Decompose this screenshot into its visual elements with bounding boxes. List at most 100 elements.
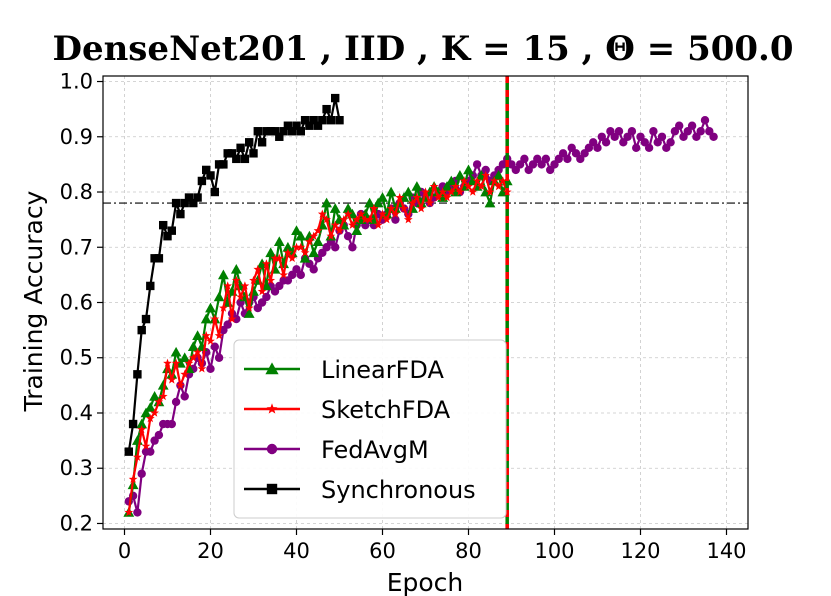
data-point xyxy=(300,115,310,125)
data-point xyxy=(687,121,697,130)
data-point xyxy=(342,203,354,213)
y-tick-label: 0.7 xyxy=(60,235,93,259)
data-point xyxy=(266,275,276,285)
data-point xyxy=(318,115,327,125)
data-point xyxy=(279,127,288,136)
data-point xyxy=(170,346,182,357)
data-point xyxy=(296,270,305,280)
chart-title: DenseNet201 , IID , K = 15 , Θ = 500.0 xyxy=(52,29,793,69)
data-point xyxy=(614,127,624,136)
y-tick-label: 0.4 xyxy=(60,401,93,425)
data-point xyxy=(218,269,229,280)
data-point xyxy=(141,441,151,450)
data-point xyxy=(214,331,224,340)
data-point xyxy=(348,243,357,252)
data-point xyxy=(163,358,172,368)
data-point xyxy=(296,127,305,136)
data-point xyxy=(675,121,684,130)
data-point xyxy=(493,170,504,180)
data-point xyxy=(128,419,138,429)
data-point xyxy=(210,187,219,197)
legend-box xyxy=(233,339,507,519)
data-point xyxy=(166,368,178,379)
x-tick-label: 0 xyxy=(118,539,131,563)
data-point xyxy=(356,209,366,218)
data-point xyxy=(666,138,675,147)
y-tick-label: 0.9 xyxy=(60,125,93,149)
data-point xyxy=(454,170,466,180)
data-point xyxy=(145,413,155,423)
data-point xyxy=(455,187,465,196)
data-point xyxy=(382,215,392,224)
data-point xyxy=(494,181,503,191)
data-point xyxy=(296,242,306,251)
data-point xyxy=(317,209,327,218)
data-point xyxy=(360,215,370,224)
x-tick-label: 80 xyxy=(455,539,482,563)
data-point xyxy=(412,192,422,202)
data-point xyxy=(159,220,168,230)
data-point xyxy=(291,225,302,236)
data-point xyxy=(498,176,508,185)
data-point xyxy=(322,104,331,114)
data-point xyxy=(520,154,529,164)
data-point xyxy=(343,232,353,241)
legend-entry-synchronous: Synchronous xyxy=(244,476,476,504)
legend-entry-fedavgm: FedAvgM xyxy=(244,436,429,464)
x-axis-label: Epoch xyxy=(387,568,464,596)
data-point xyxy=(464,181,473,191)
data-point xyxy=(468,187,478,196)
data-point xyxy=(200,313,212,324)
data-point xyxy=(300,248,310,257)
data-point xyxy=(184,193,194,202)
data-point xyxy=(249,149,258,158)
data-point xyxy=(223,281,233,290)
data-point xyxy=(146,281,155,291)
data-point xyxy=(331,93,340,103)
data-point xyxy=(309,231,319,240)
data-point xyxy=(136,418,148,429)
data-point xyxy=(154,254,164,263)
data-point xyxy=(257,138,267,147)
data-point xyxy=(227,149,237,158)
series-layer xyxy=(123,76,718,529)
data-point xyxy=(176,209,185,219)
data-point xyxy=(463,164,474,175)
data-point xyxy=(330,220,340,229)
data-point xyxy=(282,241,294,252)
data-point xyxy=(593,143,602,153)
data-point xyxy=(206,171,215,180)
data-point xyxy=(416,203,426,213)
data-point xyxy=(601,138,611,147)
data-point xyxy=(149,391,160,401)
data-point xyxy=(188,353,198,362)
data-point xyxy=(696,127,705,136)
data-point xyxy=(326,115,336,125)
data-point xyxy=(184,358,194,368)
data-point xyxy=(154,430,164,440)
data-point xyxy=(180,392,189,401)
data-point xyxy=(378,209,387,218)
data-point xyxy=(451,181,460,191)
data-point xyxy=(649,127,658,136)
data-point xyxy=(352,215,362,224)
tick-layer: 0 20 40 60 80 100 120 140 0.2 0.3 0.4 0.5 0.6 0.7 0.8 0… xyxy=(60,70,747,563)
data-point xyxy=(365,215,374,224)
data-point xyxy=(308,247,320,258)
data-point xyxy=(438,187,448,196)
data-point xyxy=(230,263,242,274)
data-point xyxy=(434,192,443,202)
data-point xyxy=(140,407,152,418)
data-point xyxy=(150,254,159,263)
data-point xyxy=(232,154,241,164)
data-point xyxy=(245,138,254,147)
x-tick-label: 20 xyxy=(197,539,224,563)
data-point xyxy=(472,176,482,185)
data-point xyxy=(709,132,718,141)
data-point xyxy=(243,308,255,318)
data-point xyxy=(236,143,245,153)
data-point xyxy=(262,127,271,136)
data-point xyxy=(231,275,241,285)
data-point xyxy=(137,424,147,434)
data-point xyxy=(485,187,495,196)
